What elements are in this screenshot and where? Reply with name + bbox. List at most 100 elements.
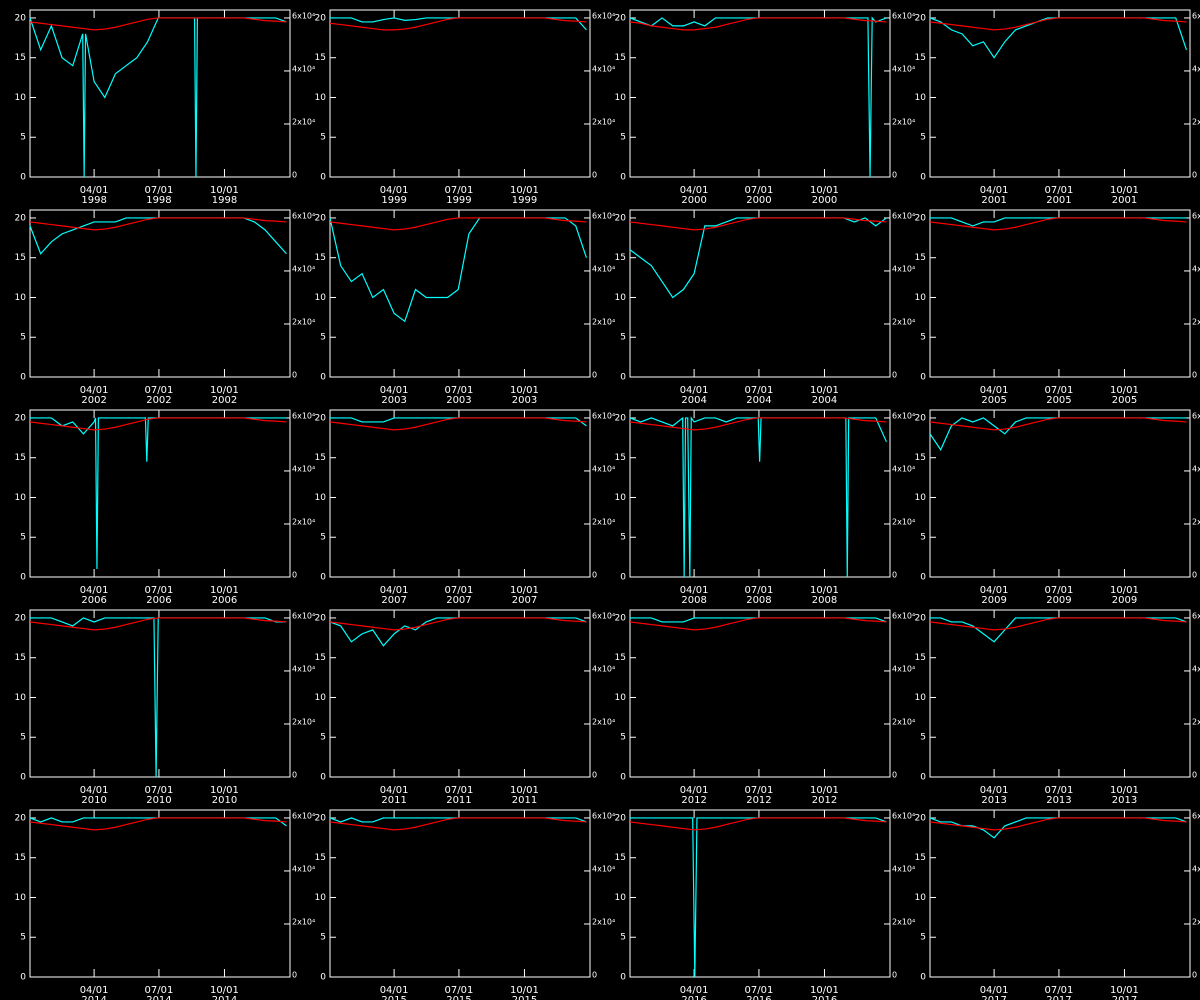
x-tick-year: 2006 xyxy=(146,595,171,606)
y-tick-label: 20 xyxy=(615,213,627,223)
x-tick-year: 2004 xyxy=(681,395,706,406)
y-tick-label: 20 xyxy=(15,613,27,623)
x-tick-label: 10/01 xyxy=(1110,785,1139,796)
x-tick-year: 2008 xyxy=(812,595,837,606)
y-tick-label: 10 xyxy=(315,893,327,903)
y-tick-label: 15 xyxy=(915,253,926,263)
y-tick-label: 0 xyxy=(320,573,326,583)
x-tick-label: 10/01 xyxy=(510,185,539,196)
y2-tick-label: 4x10⁴ xyxy=(1192,464,1200,473)
y-tick-label: 10 xyxy=(315,493,327,503)
plot-frame xyxy=(629,809,891,978)
x-tick-year: 2003 xyxy=(512,395,537,406)
x-tick-year: 2003 xyxy=(381,395,406,406)
y-tick-label: 0 xyxy=(920,973,926,983)
y-tick-label: 10 xyxy=(15,693,27,703)
series-line xyxy=(629,817,887,831)
x-tick-label: 04/01 xyxy=(680,585,709,596)
y-tick-label: 20 xyxy=(315,813,327,823)
x-tick-label: 10/01 xyxy=(510,985,539,996)
y-tick-label: 20 xyxy=(915,13,927,23)
y2-tick-label: 4x10⁴ xyxy=(592,664,615,673)
y-tick-label: 10 xyxy=(915,293,927,303)
y-tick-label: 10 xyxy=(615,493,627,503)
y2-tick-label: 6x10⁴ xyxy=(892,211,915,220)
x-tick-year: 1999 xyxy=(381,195,406,206)
series-line xyxy=(329,217,588,323)
y-tick-label: 15 xyxy=(615,853,626,863)
series-line xyxy=(29,17,287,31)
y-tick-label: 0 xyxy=(920,573,926,583)
y2-tick-label: 6x10⁴ xyxy=(892,11,915,20)
x-tick-year: 2015 xyxy=(446,995,471,1000)
y-tick-label: 15 xyxy=(615,653,626,663)
x-tick-label: 10/01 xyxy=(210,785,239,796)
x-tick-year: 2006 xyxy=(81,595,106,606)
y-tick-label: 0 xyxy=(620,573,626,583)
y2-tick-label: 4x10⁴ xyxy=(892,64,915,73)
y2-tick-label: 4x10⁴ xyxy=(1192,264,1200,273)
x-tick-year: 2007 xyxy=(446,595,471,606)
y2-tick-label: 6x10⁴ xyxy=(292,811,315,820)
y-tick-label: 10 xyxy=(315,293,327,303)
x-tick-year: 2010 xyxy=(146,795,171,806)
y-tick-label: 0 xyxy=(20,973,26,983)
y2-tick-label: 6x10⁴ xyxy=(1192,611,1200,620)
series-line xyxy=(329,17,587,31)
series-line xyxy=(330,417,587,427)
series-line xyxy=(29,17,287,178)
y-tick-label: 15 xyxy=(315,53,326,63)
y-tick-label: 10 xyxy=(915,93,927,103)
y-tick-label: 5 xyxy=(920,533,926,543)
plot-frame xyxy=(629,209,891,378)
y-tick-label: 10 xyxy=(615,293,627,303)
y-tick-label: 10 xyxy=(15,493,27,503)
y-tick-label: 20 xyxy=(615,13,627,23)
y2-tick-label: 6x10⁴ xyxy=(892,411,915,420)
plot-frame xyxy=(29,9,291,178)
x-tick-label: 10/01 xyxy=(1110,985,1139,996)
plot-frame xyxy=(29,809,291,978)
y-tick-label: 5 xyxy=(920,133,926,143)
y2-tick-label: 4x10⁴ xyxy=(892,664,915,673)
y2-tick-label: 2x10⁴ xyxy=(892,917,915,926)
series-line xyxy=(29,217,287,255)
y2-tick-label: 4x10⁴ xyxy=(292,864,315,873)
y-tick-label: 5 xyxy=(20,533,26,543)
x-tick-label: 04/01 xyxy=(680,785,709,796)
y2-tick-label: 2x10⁴ xyxy=(1192,717,1200,726)
x-tick-year: 2013 xyxy=(1112,795,1137,806)
x-tick-year: 2010 xyxy=(212,795,237,806)
y2-tick-label: 4x10⁴ xyxy=(892,864,915,873)
y-tick-label: 0 xyxy=(920,173,926,183)
y2-tick-label: 6x10⁴ xyxy=(292,211,315,220)
y-tick-label: 0 xyxy=(20,373,26,383)
y-tick-label: 20 xyxy=(915,613,927,623)
x-tick-label: 10/01 xyxy=(210,585,239,596)
y2-tick-label: 2x10⁴ xyxy=(1192,317,1200,326)
y2-tick-label: 0 xyxy=(592,371,597,380)
y2-tick-label: 6x10⁴ xyxy=(1192,811,1200,820)
plot-frame xyxy=(329,609,591,778)
x-tick-label: 10/01 xyxy=(210,385,239,396)
x-tick-label: 04/01 xyxy=(680,185,709,196)
series-line xyxy=(329,817,587,831)
series-line xyxy=(929,817,1187,839)
y2-tick-label: 4x10⁴ xyxy=(592,264,615,273)
plot-frame xyxy=(329,409,591,578)
y2-tick-label: 0 xyxy=(892,771,897,780)
x-tick-year: 2017 xyxy=(981,995,1006,1000)
x-tick-label: 10/01 xyxy=(210,185,239,196)
y-tick-label: 5 xyxy=(620,533,626,543)
series-line xyxy=(629,416,887,578)
y-tick-label: 20 xyxy=(915,413,927,423)
x-tick-year: 2011 xyxy=(381,795,406,806)
x-tick-label: 04/01 xyxy=(980,585,1009,596)
y2-tick-label: 0 xyxy=(1192,971,1197,980)
x-tick-label: 07/01 xyxy=(1045,385,1074,396)
x-tick-label: 07/01 xyxy=(445,385,474,396)
series-line xyxy=(629,417,887,431)
x-tick-label: 04/01 xyxy=(980,985,1009,996)
series-line xyxy=(929,17,1187,31)
series-line xyxy=(329,617,587,631)
